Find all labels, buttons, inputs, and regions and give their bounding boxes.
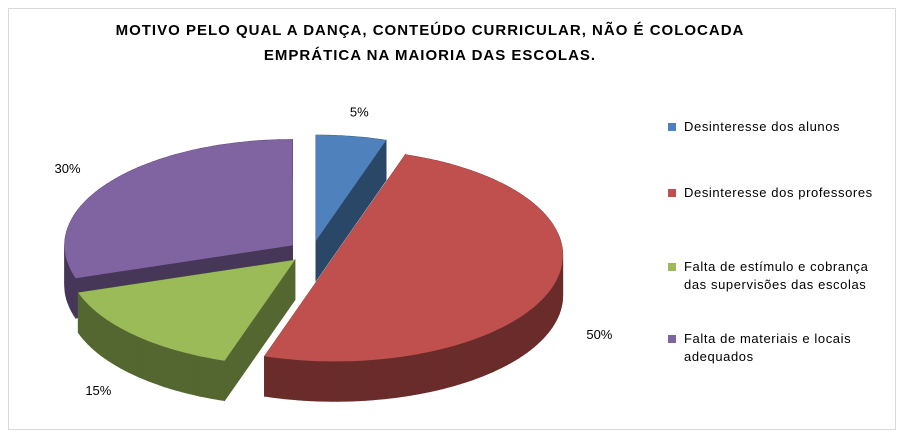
- legend-label: Desinteresse dos professores: [684, 185, 873, 200]
- slice-side: [205, 357, 213, 399]
- slice-side: [193, 354, 200, 397]
- legend-item: Falta de estímulo e cobrança das supervi…: [668, 258, 893, 294]
- legend-item: Desinteresse dos professores: [668, 184, 893, 202]
- slice-side: [405, 354, 412, 397]
- legend-swatch: [668, 335, 676, 343]
- slice-side: [424, 351, 431, 394]
- slice-side: [448, 345, 455, 388]
- slice-side: [496, 327, 503, 371]
- data-label: 50%: [586, 327, 612, 342]
- slice-side: [510, 319, 516, 364]
- slice-side: [111, 322, 117, 367]
- slice-side: [548, 288, 551, 334]
- data-label: 15%: [85, 383, 111, 398]
- slice-side: [530, 306, 535, 351]
- slice-side: [526, 309, 531, 354]
- slice-side: [133, 334, 139, 378]
- slice-side: [371, 359, 380, 401]
- slice-side: [175, 349, 182, 393]
- legend-item: Falta de materiais e locais adequados: [668, 330, 893, 366]
- slice-side: [199, 355, 206, 398]
- slice-side: [164, 346, 171, 390]
- slice-side: [411, 353, 419, 396]
- legend-label: Falta de estímulo e cobrança das supervi…: [684, 259, 869, 292]
- chart-title: MOTIVO PELO QUAL A DANÇA, CONTEÚDO CURRI…: [115, 22, 745, 64]
- slice-side: [545, 291, 549, 337]
- slice-side: [476, 335, 483, 379]
- slice-side: [365, 359, 373, 401]
- slice-side: [358, 360, 366, 402]
- slice-side: [454, 343, 461, 387]
- slice-side: [550, 285, 553, 331]
- legend-item: Desinteresse dos alunos: [668, 118, 893, 136]
- slice-side: [297, 359, 305, 401]
- slice-side: [310, 360, 319, 402]
- slice-side: [482, 333, 488, 377]
- slice-side: [522, 311, 528, 356]
- slice-side: [317, 360, 325, 402]
- slice: [264, 153, 564, 402]
- slice-side: [465, 339, 472, 383]
- slice-side: [158, 344, 165, 388]
- legend-label: Falta de materiais e locais adequados: [684, 331, 852, 364]
- legend-label: Desinteresse dos alunos: [684, 119, 841, 134]
- slice: [315, 134, 387, 282]
- slice-side: [487, 331, 493, 375]
- legend-swatch: [668, 263, 676, 271]
- slice-side: [217, 359, 225, 402]
- legend-swatch: [668, 123, 676, 131]
- slice-side: [536, 300, 541, 346]
- slice-side: [181, 351, 188, 394]
- slice-side: [430, 349, 438, 392]
- slice-side: [119, 327, 125, 371]
- slice-side: [351, 360, 359, 402]
- legend-swatch: [668, 189, 676, 197]
- slice-side: [391, 356, 400, 399]
- slice-side: [533, 303, 538, 348]
- slice-side: [211, 358, 219, 401]
- slice-side: [501, 324, 507, 368]
- slice-side: [138, 336, 144, 380]
- slice-side: [187, 353, 194, 396]
- slice-side: [514, 317, 520, 361]
- slice: [78, 259, 295, 361]
- slice-side: [324, 360, 332, 402]
- slice-side: [378, 358, 386, 400]
- slice-side: [506, 322, 512, 366]
- slice-side: [303, 360, 312, 402]
- slice-side: [115, 324, 121, 369]
- slice: [77, 258, 296, 402]
- slice-side: [143, 338, 149, 382]
- slice-side: [148, 340, 155, 384]
- slice-side: [124, 329, 130, 374]
- slice-side: [442, 346, 450, 390]
- slice-side: [471, 337, 478, 381]
- data-label: 5%: [350, 105, 369, 120]
- chart-frame: [8, 8, 896, 430]
- slice-side: [169, 348, 177, 391]
- slice-side: [128, 332, 135, 376]
- slice-side: [542, 294, 547, 340]
- slice-side: [519, 314, 524, 359]
- slice-side: [344, 360, 353, 402]
- slice-side: [398, 355, 406, 398]
- slice: [64, 139, 293, 279]
- slice-side: [290, 359, 298, 401]
- slice-side: [539, 297, 544, 343]
- slice-side: [460, 341, 467, 385]
- slice-side: [385, 357, 393, 400]
- slice-side: [337, 360, 346, 402]
- data-label: 30%: [55, 161, 81, 176]
- slice-side: [436, 348, 444, 391]
- slice-side: [331, 361, 339, 402]
- slice: [264, 154, 563, 362]
- slice: [315, 135, 387, 241]
- slice-side: [492, 329, 498, 373]
- slice-side: [153, 342, 160, 386]
- slice-side: [417, 352, 425, 395]
